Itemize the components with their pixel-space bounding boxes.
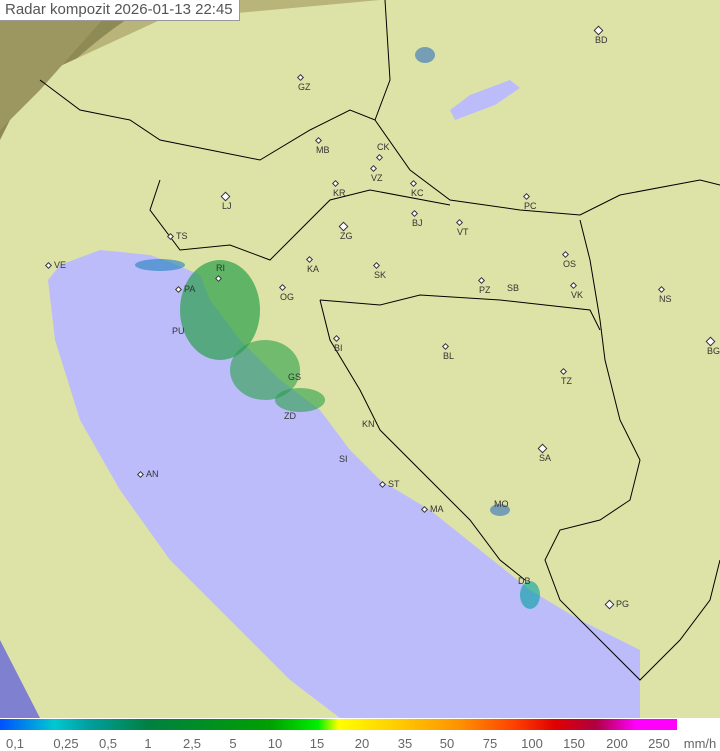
city-marker: BJ	[410, 208, 423, 228]
city-marker: VT	[455, 217, 469, 237]
legend-label: 50	[439, 736, 455, 751]
legend-label: 250	[648, 736, 670, 751]
legend-label: 10	[267, 736, 283, 751]
city-marker: BD	[593, 25, 608, 45]
legend-label: 1	[144, 736, 152, 751]
sea-area	[48, 250, 640, 718]
city-marker: KA	[305, 254, 319, 274]
city-marker: MA	[420, 504, 444, 514]
city-marker: SK	[372, 260, 386, 280]
city-marker: BG	[705, 336, 720, 356]
legend-label: 200	[606, 736, 628, 751]
city-marker: MB	[314, 135, 330, 155]
legend-label: 0,1	[5, 736, 25, 751]
legend-label: 35	[397, 736, 413, 751]
city-marker: KN	[362, 419, 375, 429]
city-marker: NS	[657, 284, 672, 304]
city-marker: PC	[522, 191, 537, 211]
precipitation-color-scale	[0, 719, 677, 730]
city-marker: ZG	[338, 221, 353, 241]
precipitation	[135, 47, 540, 609]
radar-map	[0, 0, 720, 718]
city-marker: SA	[537, 443, 551, 463]
map-title: Radar kompozit 2026-01-13 22:45	[0, 0, 240, 21]
borders	[39, 0, 720, 681]
city-marker: PG	[604, 599, 629, 610]
city-marker: DB	[518, 576, 531, 586]
city-marker: VK	[569, 280, 583, 300]
legend-label: 2,5	[182, 736, 202, 751]
city-marker: CK	[375, 142, 390, 162]
lake	[450, 80, 520, 120]
city-marker: LJ	[220, 191, 232, 211]
city-marker: KR	[331, 178, 346, 198]
legend-label: 75	[482, 736, 498, 751]
city-marker: AN	[136, 469, 159, 479]
city-marker: SI	[339, 454, 348, 464]
city-marker: PZ	[477, 275, 491, 295]
legend-label: 5	[229, 736, 237, 751]
city-marker: PU	[172, 326, 185, 336]
city-marker: BI	[332, 333, 343, 353]
legend-label: 0,25	[53, 736, 79, 751]
city-marker: ST	[378, 479, 400, 489]
city-marker: GZ	[296, 72, 311, 92]
legend-label: 20	[354, 736, 370, 751]
city-marker: ZD	[284, 411, 296, 421]
legend-unit: mm/h	[683, 736, 717, 751]
city-marker: BL	[441, 341, 454, 361]
city-marker: KC	[409, 178, 424, 198]
legend-label: 0,5	[98, 736, 118, 751]
city-marker: OG	[278, 282, 294, 302]
city-marker: SB	[507, 283, 520, 293]
city-marker: RI	[214, 263, 225, 283]
city-marker: OS	[561, 249, 576, 269]
city-marker: VZ	[369, 163, 383, 183]
city-marker: VE	[44, 260, 66, 270]
city-marker: GS	[288, 372, 302, 382]
city-marker: MO	[494, 499, 509, 509]
city-marker: PA	[174, 284, 195, 294]
legend-label: 100	[521, 736, 543, 751]
legend-label: 150	[563, 736, 585, 751]
city-marker: TS	[166, 231, 188, 241]
city-marker: TZ	[559, 366, 572, 386]
legend-label: 15	[309, 736, 325, 751]
